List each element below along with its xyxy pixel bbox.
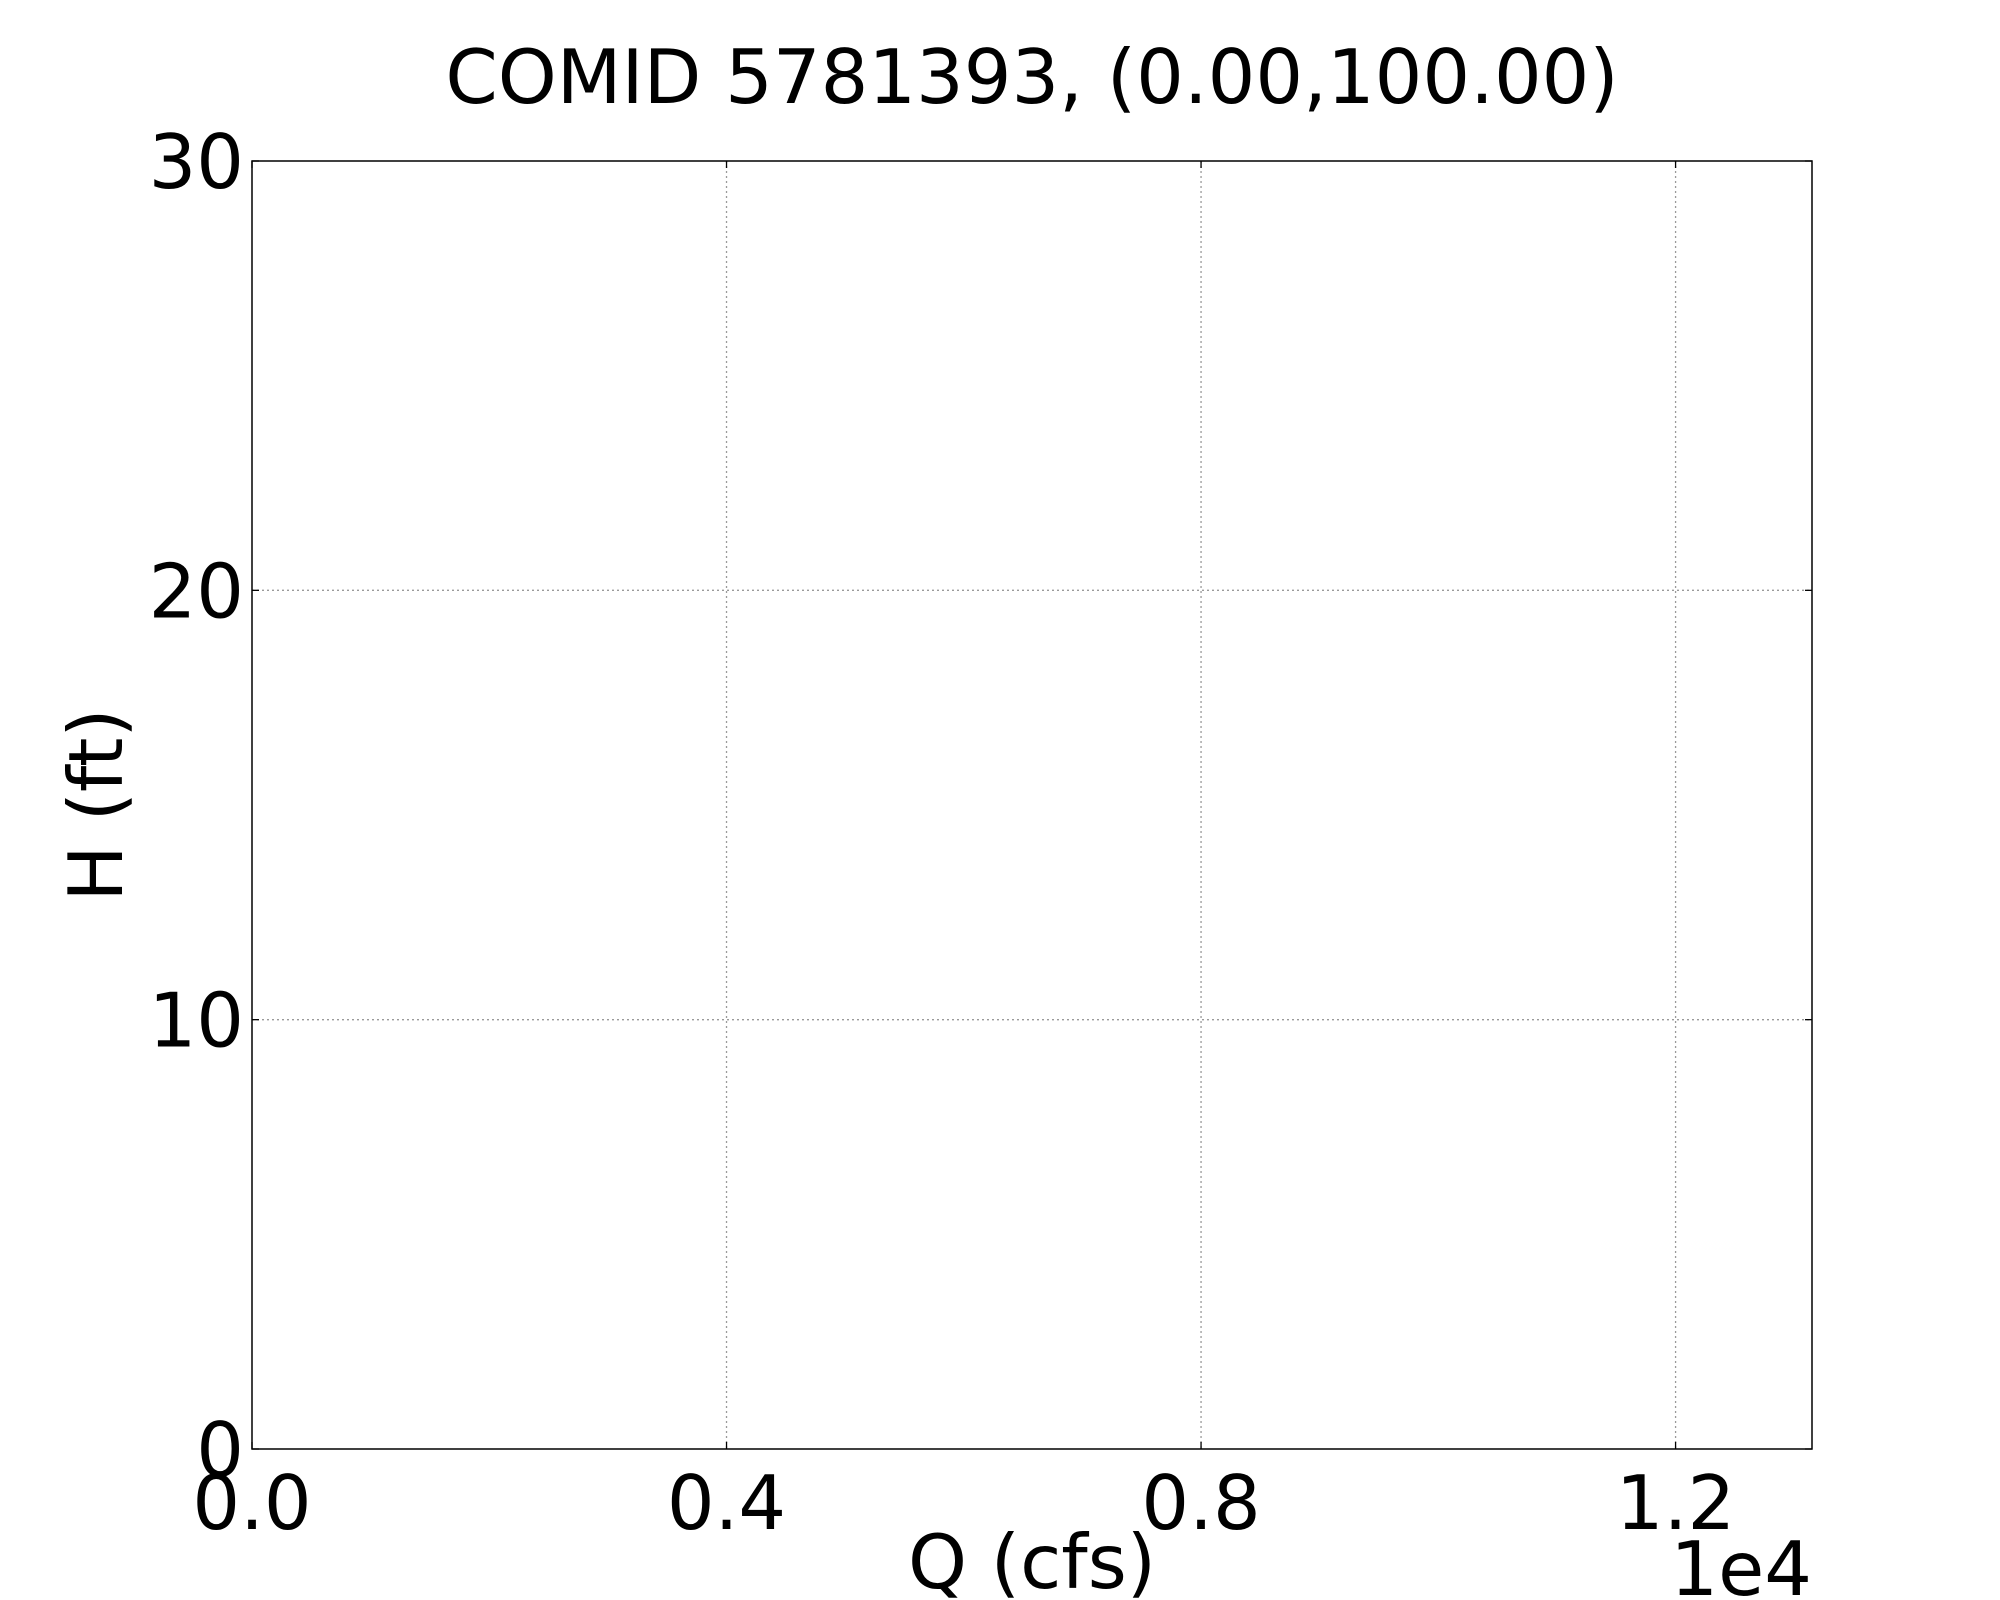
grid	[252, 161, 1812, 1449]
y-tick-label: 10	[149, 977, 244, 1065]
chart-title: COMID 5781393, (0.00,100.00)	[445, 33, 1618, 121]
x-tick-label: 0.0	[192, 1459, 311, 1547]
x-tick-label: 0.8	[1141, 1459, 1260, 1547]
y-tick-label: 0	[196, 1406, 244, 1494]
axis-ticks: 0.0 0.4 0.8 1.2 0 10 20 30	[149, 118, 1812, 1547]
x-tick-label: 1.2	[1616, 1459, 1735, 1547]
x-axis-label: Q (cfs)	[908, 1518, 1156, 1600]
y-axis-label: H (ft)	[52, 708, 140, 901]
plot-frame	[251, 160, 1813, 1450]
x-axis-offset-text: 1e4	[1670, 1525, 1812, 1600]
y-tick-label: 30	[149, 118, 244, 206]
x-tick-label: 0.4	[667, 1459, 786, 1547]
y-tick-label: 20	[149, 547, 244, 635]
